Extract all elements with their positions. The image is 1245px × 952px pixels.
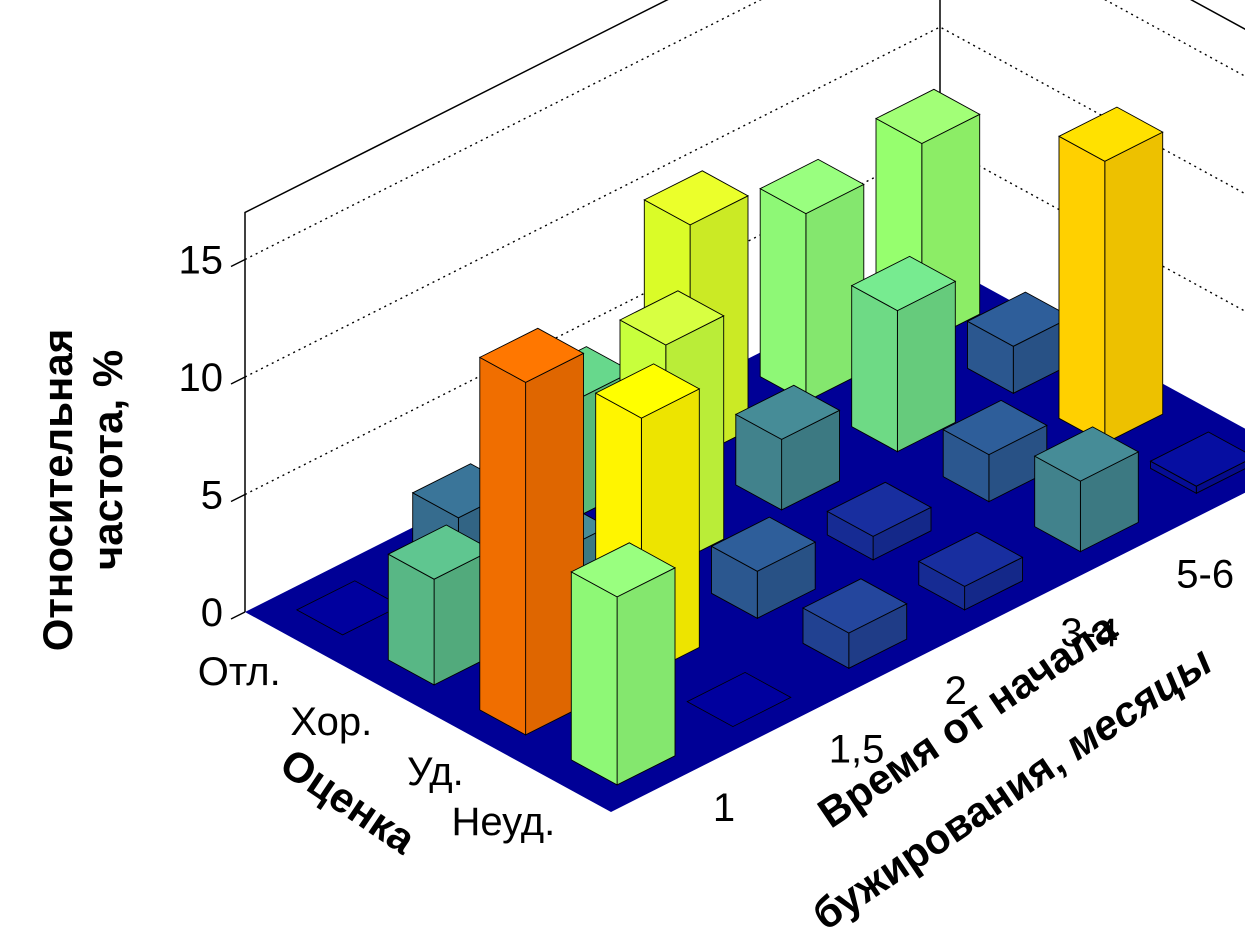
bar-top — [734, 384, 841, 440]
x-tick-label: Неуд. — [451, 800, 555, 844]
y-tick-label: 1,5 — [829, 728, 885, 772]
y-tick-label: 1 — [713, 786, 735, 830]
bar-top — [850, 255, 957, 312]
grid-line-10 — [244, 26, 1245, 378]
bar-left — [759, 187, 807, 403]
wall-frame — [244, 0, 1245, 612]
chart-bars — [245, 88, 1245, 812]
y-tick-label: 3-4 — [1060, 611, 1118, 655]
z-axis-title: Относительная частота, % — [34, 329, 131, 652]
z-tick-label-0: 0 — [201, 591, 223, 635]
bar-top — [619, 290, 725, 346]
bar-Уд.-3-4 — [826, 481, 932, 561]
x-tick-label: Уд. — [407, 750, 464, 794]
bar-top — [802, 578, 908, 634]
bar-Неуд.-3-4 — [917, 531, 1024, 611]
bar-top — [917, 531, 1024, 587]
y-tick-label: 2 — [945, 669, 967, 713]
x-tick-label: Отл. — [198, 650, 281, 694]
bar-Уд.-5-6 — [942, 399, 1048, 503]
bar-front — [616, 567, 676, 786]
z-axis-title-line1: Относительная — [34, 329, 81, 652]
bar-front — [896, 280, 956, 453]
grid-line-15 — [244, 0, 1245, 261]
x-tick-label: Хор. — [290, 700, 372, 744]
bar-Уд.-1 — [478, 327, 585, 736]
z-tick-mark-10 — [230, 376, 246, 385]
bar-Неуд.-1 — [570, 542, 676, 786]
bar-top — [1149, 431, 1245, 487]
bar-Отл.-5-6 — [759, 158, 865, 403]
bar-top — [1058, 106, 1164, 162]
bar-Уд.-7-12 — [1058, 106, 1164, 445]
bar-left — [1058, 135, 1106, 445]
bar-left — [479, 356, 527, 736]
bar-Неуд.-5-6 — [1033, 426, 1140, 553]
bar-left — [570, 571, 618, 786]
x-axis-title: Оценка — [272, 739, 424, 863]
bar-front — [1104, 131, 1164, 445]
bar-top — [942, 399, 1048, 456]
bar-Уд.-2 — [710, 516, 817, 620]
bar-Неуд.-7-12 — [1149, 431, 1245, 495]
z-tick-label-15: 15 — [179, 239, 224, 283]
bar-top — [875, 88, 981, 145]
bar-top — [570, 542, 676, 598]
bar-Неуд.-1,5 — [686, 671, 792, 728]
grid-line-5 — [244, 143, 1245, 496]
bar-top — [710, 516, 817, 572]
z-tick-mark-0 — [230, 611, 246, 620]
bar-top — [686, 671, 792, 728]
z-tick-label-10: 10 — [179, 356, 224, 400]
bar-Хор.-7-12 — [966, 291, 1073, 395]
z-tick-label-5: 5 — [201, 474, 223, 518]
bar-top — [594, 363, 701, 419]
z-axis-title-line2: частота, % — [84, 350, 131, 570]
bar-Хор.-1 — [387, 524, 493, 686]
bar-top — [643, 170, 749, 226]
bar-Хор.-3-4 — [734, 384, 841, 511]
bar-top — [478, 327, 585, 383]
bar-top — [1033, 426, 1140, 482]
bar-left — [851, 284, 898, 453]
bar-Хор.-5-6 — [850, 255, 957, 453]
chart-walls — [230, 0, 1245, 620]
z-tick-mark-5 — [230, 493, 246, 503]
y-tick-label: 5-6 — [1176, 553, 1234, 597]
z-tick-mark-15 — [230, 258, 246, 268]
bar-top — [826, 481, 932, 537]
bar-Неуд.-2 — [802, 578, 908, 670]
bar-top — [759, 158, 865, 215]
